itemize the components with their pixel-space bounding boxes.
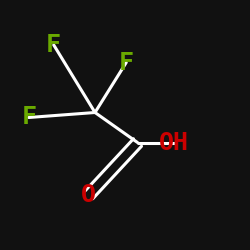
Text: F: F: [21, 106, 36, 130]
Text: OH: OH: [159, 130, 189, 154]
Text: F: F: [46, 33, 61, 57]
Text: O: O: [81, 183, 96, 207]
Text: F: F: [119, 50, 134, 74]
